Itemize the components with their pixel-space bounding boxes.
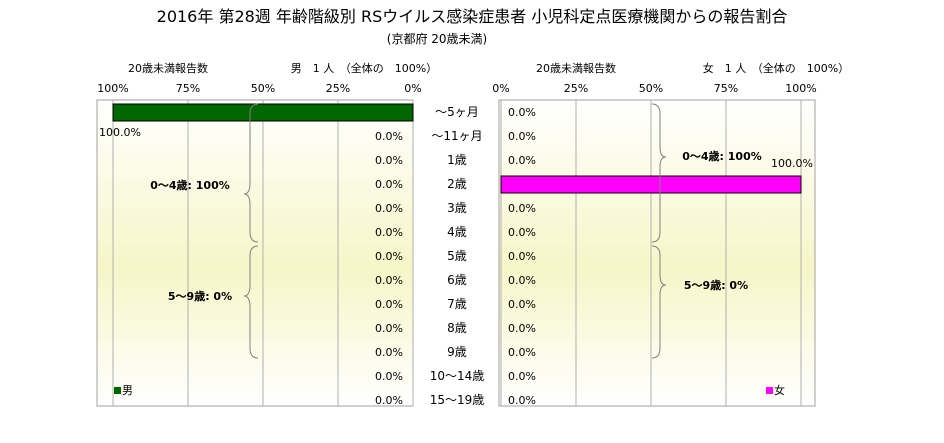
male-legend-swatch <box>114 387 121 394</box>
age-category-label: 15～19歳 <box>430 393 485 407</box>
female-value-label: 0.0% <box>508 322 536 335</box>
female-group-0-4-label: 0～4歳: 100% <box>682 149 762 163</box>
female-tick-label: 75% <box>714 82 738 95</box>
female-legend-label: 女 <box>774 383 785 397</box>
age-category-label: 7歳 <box>447 297 467 311</box>
male-gridlines <box>112 100 414 406</box>
chart-title: 2016年 第28週 年齢階級別 RSウイルス感染症患者 小児科定点医療機関から… <box>157 7 788 26</box>
female-plot-area <box>498 99 816 407</box>
female-bars <box>500 175 802 194</box>
male-value-label: 0.0% <box>375 250 403 263</box>
male-legend-label: 男 <box>122 384 133 397</box>
male-value-labels: 100.0% 0.0% 0.0% 0.0% 0.0% 0.0% 0.0% 0.0% 0.0% 0.… <box>99 126 403 407</box>
age-category-label: 4歳 <box>447 225 467 239</box>
male-group-0-4-label: 0～4歳: 100% <box>150 178 230 192</box>
female-bar <box>500 175 802 194</box>
female-value-label: 0.0% <box>508 346 536 359</box>
male-value-label: 0.0% <box>375 394 403 407</box>
female-value-label: 0.0% <box>508 154 536 167</box>
male-tick-label: 50% <box>251 82 275 95</box>
female-value-label: 0.0% <box>508 250 536 263</box>
female-axis-ticks: 0% 25% 50% 75% 100% <box>492 82 816 95</box>
female-value-label: 0.0% <box>508 394 536 407</box>
male-header-count-label: 20歳未満報告数 <box>128 62 208 75</box>
female-value-label: 100.0% <box>771 157 813 170</box>
male-bars <box>112 103 414 122</box>
female-tick-label: 0% <box>492 82 509 95</box>
male-value-label: 0.0% <box>375 370 403 383</box>
male-value-label: 0.0% <box>375 322 403 335</box>
male-brace-0-4 <box>243 103 259 243</box>
female-value-label: 0.0% <box>508 226 536 239</box>
female-tick-label: 100% <box>785 82 816 95</box>
female-brace-0-4 <box>651 103 667 243</box>
female-gridlines <box>500 100 802 406</box>
age-category-label: 6歳 <box>447 273 467 287</box>
age-category-label: 5歳 <box>447 249 467 263</box>
age-category-label: 8歳 <box>447 321 467 335</box>
male-value-label: 0.0% <box>375 202 403 215</box>
male-value-label: 0.0% <box>375 178 403 191</box>
female-value-labels: 0.0% 0.0% 0.0% 100.0% 0.0% 0.0% 0.0% 0.0% 0.0% 0.… <box>508 106 813 407</box>
male-value-label: 0.0% <box>375 130 403 143</box>
female-value-label: 0.0% <box>508 370 536 383</box>
female-value-label: 0.0% <box>508 274 536 287</box>
male-value-label: 0.0% <box>375 274 403 287</box>
chart-subtitle: (京都府 20歳未満) <box>387 31 487 46</box>
age-category-label: 1歳 <box>447 153 467 167</box>
male-value-label: 0.0% <box>375 154 403 167</box>
male-tick-label: 0% <box>404 82 421 95</box>
male-value-label: 100.0% <box>99 126 141 139</box>
female-value-label: 0.0% <box>508 106 536 119</box>
female-legend-swatch <box>766 387 773 394</box>
male-tick-label: 25% <box>326 82 350 95</box>
male-bar <box>112 103 414 122</box>
age-category-label: 3歳 <box>447 201 467 215</box>
female-group-5-9-label: 5～9歳: 0% <box>684 278 748 292</box>
male-tick-label: 75% <box>176 82 200 95</box>
male-value-label: 0.0% <box>375 346 403 359</box>
male-header-total: 男 1 人 （全体の 100%） <box>291 61 437 75</box>
male-axis-ticks: 0% 25% 50% 75% 100% <box>97 82 421 95</box>
male-panel: 0% 25% 50% 75% 100% 100.0% 0.0% 0.0% 0.0% 0.0% 0.… <box>96 82 422 407</box>
female-header-total: 女 1 人 （全体の 100%） <box>703 61 849 75</box>
male-plot-area <box>96 99 414 407</box>
female-tick-label: 25% <box>564 82 588 95</box>
female-value-label: 0.0% <box>508 298 536 311</box>
female-header-count-label: 20歳未満報告数 <box>536 62 616 75</box>
age-category-label: 10～14歳 <box>430 369 485 383</box>
male-brace-5-9 <box>243 245 259 359</box>
male-tick-label: 100% <box>97 82 128 95</box>
female-brace-5-9 <box>651 245 667 359</box>
age-category-labels: ～5ヶ月 ～11ヶ月 1歳 2歳 3歳 4歳 5歳 6歳 7歳 8歳 9歳 10～14歳 15～19歳 <box>430 105 485 407</box>
age-category-label: ～11ヶ月 <box>431 129 482 143</box>
female-value-label: 0.0% <box>508 130 536 143</box>
age-category-label: 9歳 <box>447 345 467 359</box>
female-value-label: 0.0% <box>508 202 536 215</box>
female-panel: 0% 25% 50% 75% 100% 0.0%0.0%0.0% 100.0%0.0%0.… <box>492 82 816 407</box>
female-tick-label: 50% <box>639 82 663 95</box>
male-value-label: 0.0% <box>375 298 403 311</box>
male-group-5-9-label: 5～9歳: 0% <box>168 289 232 303</box>
age-category-label: ～5ヶ月 <box>435 105 479 119</box>
male-value-label: 0.0% <box>375 226 403 239</box>
age-category-label: 2歳 <box>447 177 467 191</box>
